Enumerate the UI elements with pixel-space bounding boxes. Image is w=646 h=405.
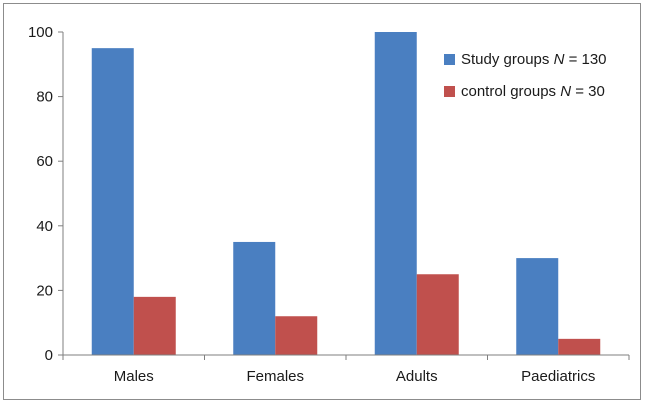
bar [275,316,318,355]
y-tick-label: 100 [28,24,53,41]
bar [516,258,559,355]
legend-label: control groups N = 30 [461,83,605,100]
y-tick-label: 60 [36,153,53,170]
chart-frame: 0 20 40 60 80 100 Males Females Adults Paediatric… [3,3,641,400]
bar [558,338,601,355]
legend-swatch [444,54,455,65]
x-tick-label: Males [114,368,154,385]
y-tick-label: 40 [36,218,53,235]
y-tick-label: 80 [36,89,53,106]
bar [133,296,176,355]
legend: Study groups N = 130 control groups N = 3… [444,51,607,100]
axes-group: 0 20 40 60 80 100 Males Females Adults Paediatric… [28,24,630,385]
bars-group [91,32,601,356]
bar [91,48,134,356]
bar [233,241,276,355]
x-tick-label: Adults [396,368,438,385]
bar-chart: 0 20 40 60 80 100 Males Females Adults Paediatric… [28,24,630,385]
y-tick-label: 20 [36,282,53,299]
x-tick-label: Paediatrics [521,368,595,385]
y-tick-label: 0 [45,347,53,364]
bar [374,32,417,355]
x-tick-label: Females [246,368,304,385]
legend-label: Study groups N = 130 [461,51,607,68]
legend-swatch [444,86,455,97]
bar [416,274,459,355]
